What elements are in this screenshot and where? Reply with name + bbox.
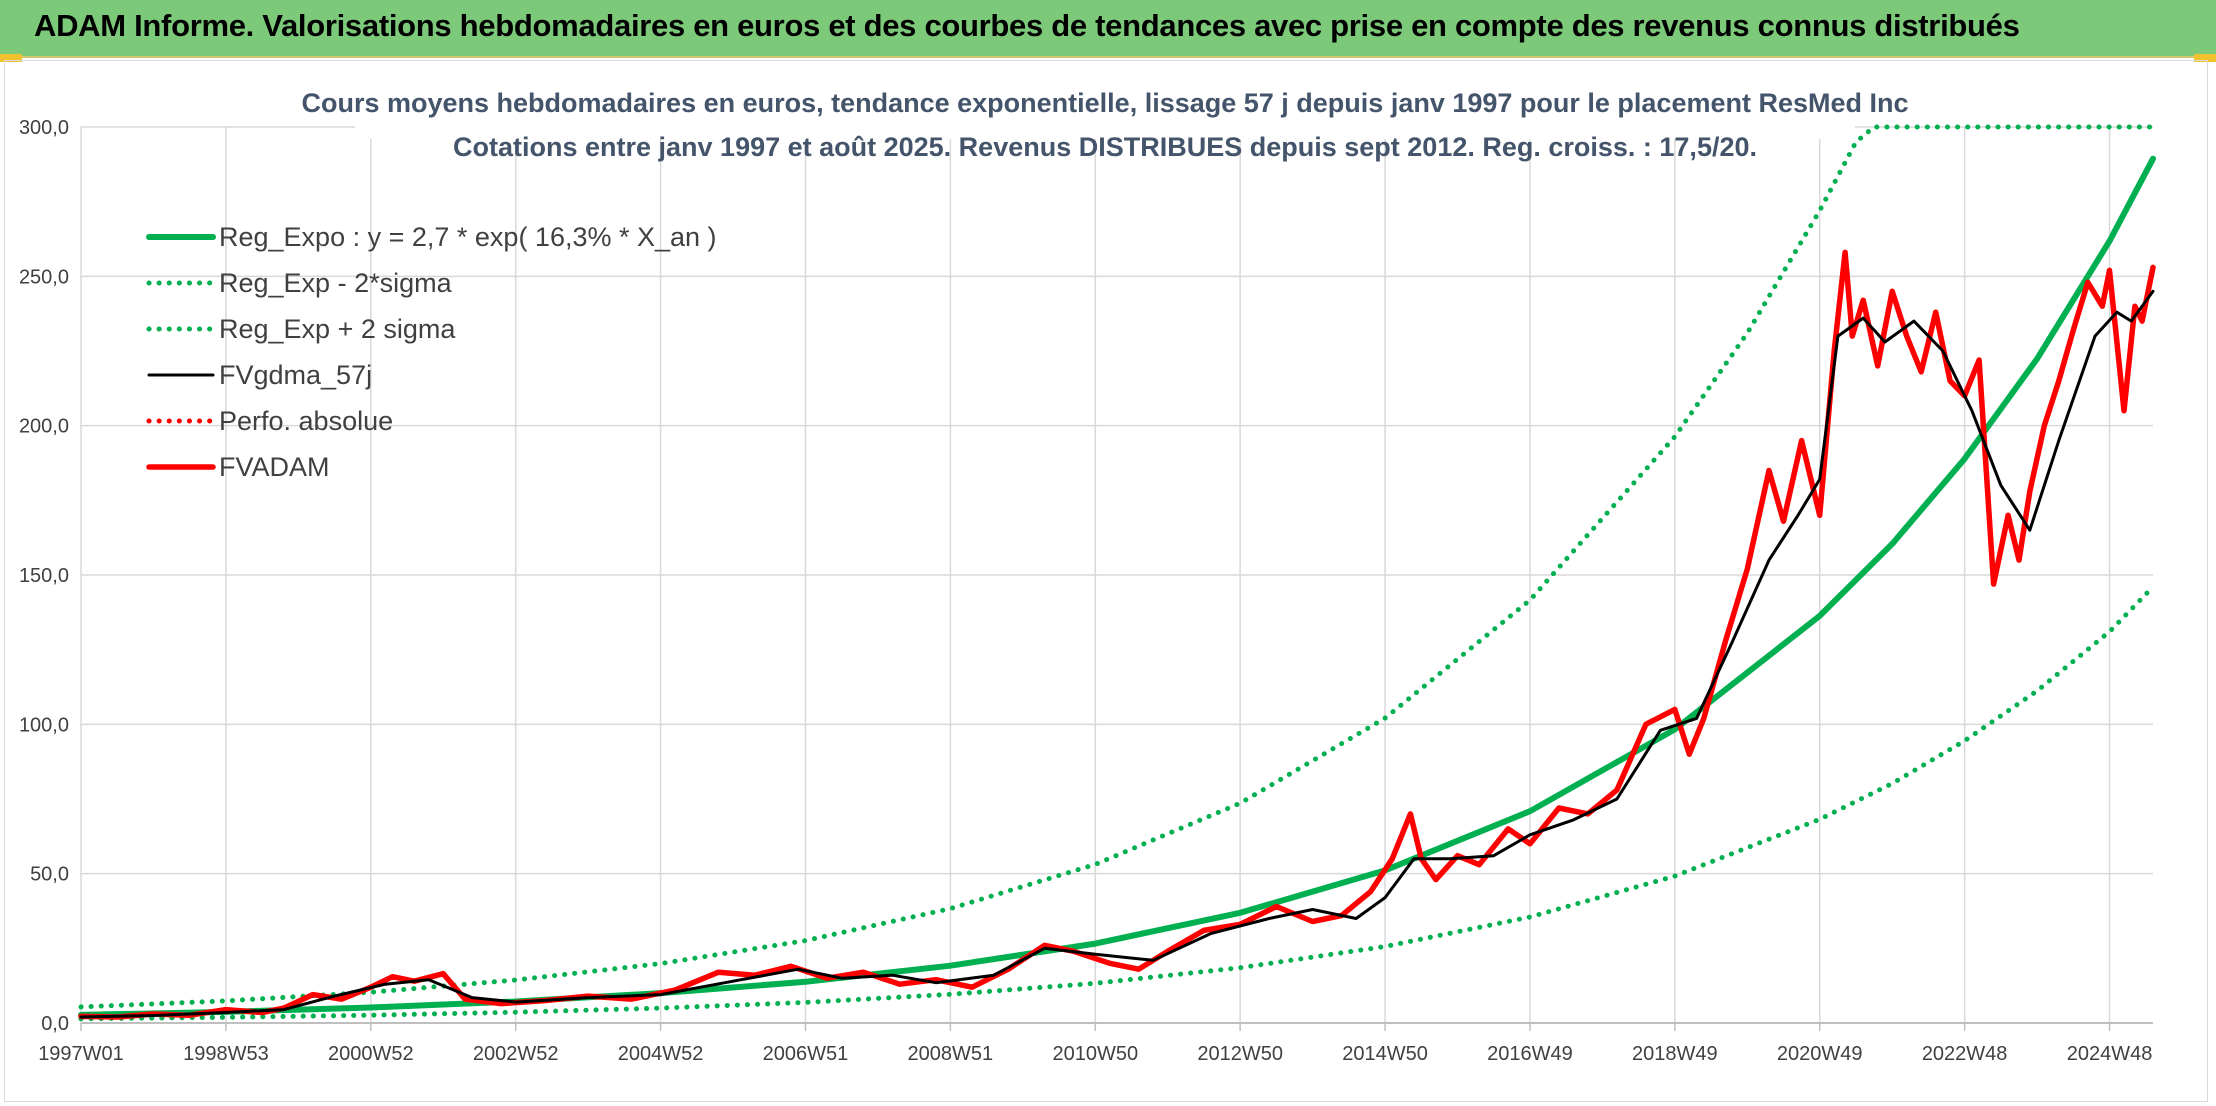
chart-title: Cours moyens hebdomadaires en euros, ten…	[301, 88, 1908, 118]
x-tick-label: 2018W49	[1632, 1043, 1718, 1065]
series-line-fvadam	[78, 249, 2156, 1020]
x-tick-label: 2006W51	[763, 1043, 849, 1065]
series-line-fvgdma-57j	[79, 289, 2155, 1019]
y-tick-label: 200,0	[19, 416, 69, 438]
y-tick-label: 150,0	[19, 565, 69, 587]
axes: 0,0 50,0 100,0 150,0 200,0 250,0 300,0 1997W01 1…	[19, 117, 2153, 1065]
x-tick-label: 2022W48	[1922, 1043, 2008, 1065]
x-tick-label: 2000W52	[328, 1043, 414, 1065]
x-tick-label: 2008W51	[908, 1043, 994, 1065]
legend: Reg_Expo : y = 2,7 * exp( 16,3% * X_an )…	[146, 222, 717, 482]
x-tick-label: 2010W50	[1052, 1043, 1138, 1065]
y-tick-label: 50,0	[30, 864, 69, 886]
legend-label: Reg_Exp - 2*sigma	[219, 268, 453, 298]
corner-marker-left	[0, 54, 22, 62]
legend-label: Reg_Expo : y = 2,7 * exp( 16,3% * X_an )	[219, 222, 717, 252]
chart-subtitle: Cotations entre janv 1997 et août 2025. …	[453, 132, 1757, 162]
x-tick-label: 2024W48	[2067, 1043, 2153, 1065]
series-line-reg-exp-2-sigma	[78, 584, 2156, 1022]
legend-label: FVgdma_57j	[219, 360, 372, 390]
corner-marker-right	[2194, 54, 2216, 62]
x-tick-label: 1998W53	[183, 1043, 269, 1065]
chart-area: 0,0 50,0 100,0 150,0 200,0 250,0 300,0 1997W01 1…	[4, 60, 2208, 1102]
y-tick-label: 0,0	[41, 1013, 69, 1035]
y-tick-label: 250,0	[19, 266, 69, 288]
x-tick-label: 2004W52	[618, 1043, 704, 1065]
legend-label: Perfo. absolue	[219, 406, 393, 436]
report-title: ADAM Informe. Valorisations hebdomadaire…	[34, 8, 2020, 43]
title-backdrop	[355, 69, 1855, 139]
x-tick-label: 2014W50	[1342, 1043, 1428, 1065]
legend-label: Reg_Exp + 2 sigma	[219, 314, 456, 344]
y-tick-label: 300,0	[19, 117, 69, 139]
legend-label: FVADAM	[219, 452, 330, 482]
x-tick-label: 2020W49	[1777, 1043, 1863, 1065]
x-tick-label: 2002W52	[473, 1043, 559, 1065]
report-header: ADAM Informe. Valorisations hebdomadaire…	[0, 0, 2216, 58]
line-chart: 0,0 50,0 100,0 150,0 200,0 250,0 300,0 1997W01 1…	[19, 69, 2156, 1065]
x-tick-label: 1997W01	[38, 1043, 124, 1065]
x-tick-label: 2012W50	[1197, 1043, 1283, 1065]
series-layer	[78, 124, 2156, 1022]
x-tick-label: 2016W49	[1487, 1043, 1573, 1065]
y-tick-label: 100,0	[19, 714, 69, 736]
